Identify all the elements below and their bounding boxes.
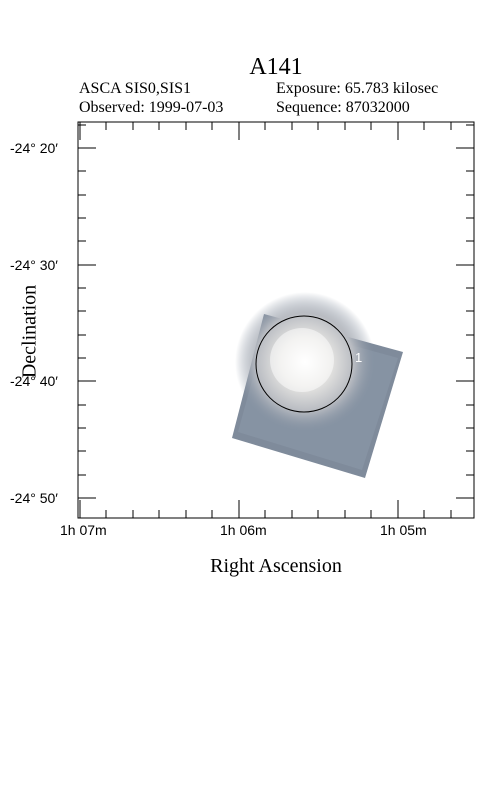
plot-title: A141 [249,54,303,80]
y-ticks [78,124,474,499]
plot-frame [77,121,475,519]
y-tick-label: -24° 50′ [10,490,58,506]
x-ticks [79,122,452,518]
exposure-image [232,292,403,478]
x-axis-label: Right Ascension [210,555,342,577]
x-tick-label: 1h 06m [220,522,267,538]
y-tick-label: -24° 30′ [10,257,58,273]
sequence-label: Sequence: 87032000 [276,99,410,116]
y-tick-label: -24° 20′ [10,140,58,156]
exposure-label: Exposure: 65.783 kilosec [276,80,439,97]
y-axis-label: Declination [18,284,41,379]
y-tick-label: -24° 40′ [10,373,58,389]
observed-label: Observed: 1999-07-03 [79,99,224,116]
x-tick-label: 1h 05m [380,522,427,538]
source-region-circle [255,315,353,413]
x-tick-label: 1h 07m [60,522,107,538]
instrument-label: ASCA SIS0,SIS1 [79,80,192,97]
source-label: 1 [355,350,363,365]
